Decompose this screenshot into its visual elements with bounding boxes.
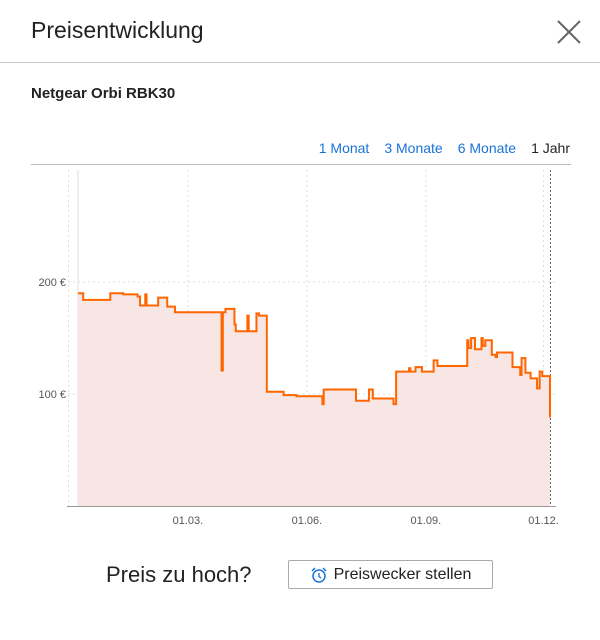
set-price-alert-label: Preiswecker stellen <box>333 565 472 583</box>
header-divider <box>0 62 600 63</box>
range-selector: 1 Monat 3 Monate 6 Monate 1 Jahr <box>319 140 570 156</box>
set-price-alert-button[interactable]: Preiswecker stellen <box>288 560 493 589</box>
range-1-month[interactable]: 1 Monat <box>318 140 370 156</box>
price-chart: 100 € 200 € 01.03. 01.06. 01.09. 01.12. <box>31 164 571 527</box>
dialog-title: Preisentwicklung <box>31 17 204 43</box>
range-1-year[interactable]: 1 Jahr <box>531 140 570 156</box>
axis-ticks: 100 € 200 € 01.03. 01.06. 01.09. 01.12. <box>38 277 558 527</box>
price-area <box>78 293 550 506</box>
range-3-months[interactable]: 3 Monate <box>384 140 443 156</box>
x-tick-label: 01.12. <box>528 515 559 527</box>
product-name: Netgear Orbi RBK30 <box>31 85 176 102</box>
price-too-high-label: Preis zu hoch? <box>106 562 252 587</box>
x-tick-label: 01.06. <box>292 515 323 527</box>
y-tick-label: 100 € <box>38 389 66 401</box>
range-6-months[interactable]: 6 Monate <box>457 140 517 156</box>
x-tick-label: 01.09. <box>411 515 442 527</box>
x-tick-label: 01.03. <box>173 515 204 527</box>
alarm-clock-icon <box>311 566 327 583</box>
close-icon[interactable] <box>556 19 582 45</box>
price-line <box>78 292 551 418</box>
y-tick-label: 200 € <box>38 277 66 289</box>
